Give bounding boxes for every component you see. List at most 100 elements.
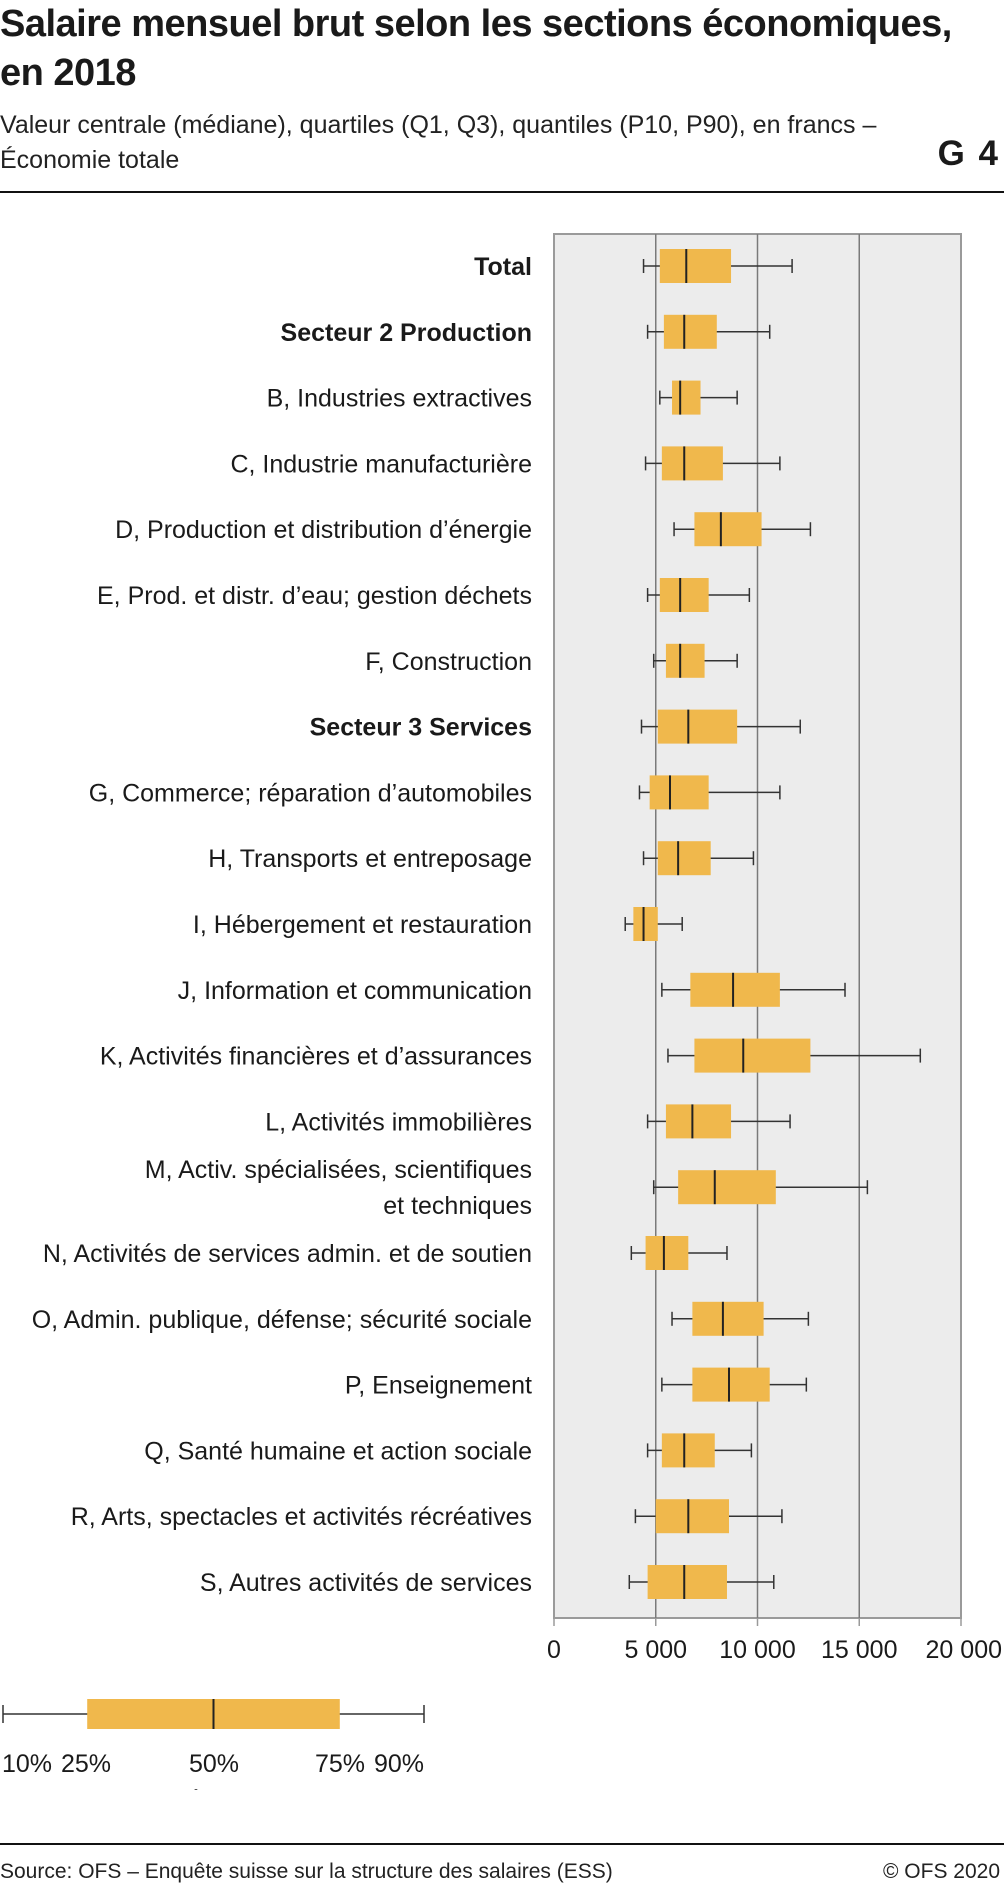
box-row: Q, Santé humaine et action sociale — [144, 1433, 753, 1468]
category-label-line: G, Commerce; réparation d’automobiles — [89, 779, 532, 807]
iqr-box — [690, 972, 780, 1007]
category-label-line: P, Enseignement — [345, 1372, 532, 1400]
category-label: P, Enseignement — [345, 1372, 532, 1400]
iqr-box — [665, 643, 705, 678]
box-row: Secteur 3 Services — [310, 709, 801, 744]
box-rows: Total Secteur 2 Production B, Industries e… — [32, 249, 922, 1599]
iqr-box — [633, 907, 658, 941]
category-label-line: et techniques — [383, 1192, 532, 1220]
category-label-line: J, Information et communication — [178, 977, 532, 1005]
chart-subtitle: Valeur centrale (médiane), quartiles (Q1… — [0, 108, 930, 178]
box-row: B, Industries extractives — [267, 380, 738, 415]
iqr-box — [649, 775, 709, 810]
category-label-line: O, Admin. publique, défense; sécurité so… — [32, 1306, 532, 1334]
box-row: C, Industrie manufacturière — [230, 446, 781, 481]
category-label: M, Activ. spécialisées, scientifiques et … — [145, 1156, 532, 1220]
category-label: R, Arts, spectacles et activités récréat… — [71, 1503, 532, 1531]
copyright: © OFS 2020 — [882, 1860, 1000, 1883]
category-label-line: Secteur 3 Services — [310, 714, 532, 742]
category-label-line: Secteur 2 Production — [281, 319, 532, 347]
x-tick-label: 10 000 — [719, 1636, 795, 1664]
box-row: L, Activités immobilières — [265, 1104, 791, 1139]
legend-percent-label: 75% — [315, 1750, 365, 1778]
legend-percent-label: 90% — [374, 1750, 424, 1778]
category-label-line: N, Activités de services admin. et de so… — [43, 1240, 532, 1268]
category-label-line: Q, Santé humaine et action sociale — [144, 1437, 532, 1465]
chart-title-line2: en 2018 — [0, 52, 136, 94]
x-tick-label: 5 000 — [624, 1636, 687, 1664]
box-row: Total — [474, 249, 793, 283]
iqr-box — [661, 1433, 715, 1468]
iqr-box — [657, 709, 738, 744]
x-tick-label: 20 000 — [926, 1636, 1002, 1664]
category-label: Total — [474, 253, 532, 281]
legend-percent-label: 50% — [189, 1750, 239, 1778]
category-label: I, Hébergement et restauration — [193, 911, 532, 939]
iqr-box — [692, 1301, 764, 1336]
legend-stat-label: Médiane — [166, 1786, 262, 1790]
category-label: O, Admin. publique, défense; sécurité so… — [32, 1306, 532, 1334]
category-label-line: K, Activités financières et d’assurances — [100, 1043, 532, 1071]
category-label: H, Transports et entreposage — [208, 845, 532, 873]
category-label: D, Production et distribution d’énergie — [115, 516, 532, 544]
category-label: Secteur 2 Production — [281, 319, 532, 347]
iqr-box — [659, 578, 709, 612]
x-tick-label: 0 — [547, 1636, 561, 1664]
category-label-line: Total — [474, 253, 532, 281]
category-label-line: E, Prod. et distr. d’eau; gestion déchet… — [97, 582, 532, 610]
legend-percent-label: 10% — [2, 1750, 52, 1778]
category-label-line: M, Activ. spécialisées, scientifiques — [145, 1156, 532, 1184]
category-label: Q, Santé humaine et action sociale — [144, 1437, 532, 1465]
category-label-line: L, Activités immobilières — [265, 1108, 532, 1136]
footer-rule — [0, 1843, 1004, 1845]
box-row: E, Prod. et distr. d’eau; gestion déchet… — [97, 578, 751, 612]
iqr-box — [657, 841, 711, 876]
legend-stat-label: P10 — [2, 1786, 46, 1790]
iqr-box — [678, 1170, 776, 1205]
chart-title-line1: Salaire mensuel brut selon les sections … — [0, 3, 952, 45]
source-note: Source: OFS – Enquête suisse sur la stru… — [0, 1860, 613, 1883]
box-row: D, Production et distribution d’énergie — [115, 512, 812, 547]
iqr-box — [694, 1038, 811, 1073]
box-row: K, Activités financières et d’assurances — [100, 1038, 922, 1073]
box-row: H, Transports et entreposage — [208, 841, 755, 876]
category-label: B, Industries extractives — [267, 385, 532, 413]
box-row: J, Information et communication — [178, 972, 846, 1007]
iqr-box — [663, 314, 717, 349]
category-label-line: F, Construction — [365, 648, 532, 676]
chart-subtitle-line1: Valeur centrale (médiane), quartiles (Q1… — [0, 111, 877, 139]
header-rule — [0, 191, 1004, 193]
category-label: E, Prod. et distr. d’eau; gestion déchet… — [97, 582, 532, 610]
box-row: R, Arts, spectacles et activités récréat… — [71, 1499, 783, 1534]
legend-stat-label: Q1 — [69, 1786, 102, 1790]
chart-title: Salaire mensuel brut selon les sections … — [0, 0, 970, 98]
iqr-box — [692, 1367, 770, 1402]
iqr-box — [645, 1236, 689, 1270]
x-tick-label: 15 000 — [821, 1636, 897, 1664]
iqr-box — [661, 446, 723, 481]
iqr-box — [655, 1499, 730, 1534]
iqr-box — [694, 512, 762, 547]
category-label-line: C, Industrie manufacturière — [230, 450, 532, 478]
category-label: C, Industrie manufacturière — [230, 450, 532, 478]
box-row: F, Construction — [365, 643, 738, 678]
legend-stat-label: P90 — [380, 1786, 424, 1790]
iqr-box — [647, 1565, 727, 1599]
category-label-line: H, Transports et entreposage — [208, 845, 532, 873]
category-label-line: R, Arts, spectacles et activités récréat… — [71, 1503, 532, 1531]
box-row: P, Enseignement — [345, 1367, 808, 1402]
category-label: N, Activités de services admin. et de so… — [43, 1240, 532, 1268]
iqr-box — [659, 249, 732, 283]
iqr-box — [672, 380, 701, 415]
legend: 10% 25% 50% 75% 90% P10 Q1 Médiane Q3 P90 — [2, 1699, 425, 1790]
box-row: N, Activités de services admin. et de so… — [43, 1236, 728, 1270]
category-label: Secteur 3 Services — [310, 714, 532, 742]
box-row: I, Hébergement et restauration — [193, 907, 683, 941]
category-label-line: D, Production et distribution d’énergie — [115, 516, 532, 544]
x-axis: 0 5 000 10 000 15 000 20 000 — [547, 1618, 1002, 1664]
chart-subtitle-line2: Économie totale — [0, 146, 180, 174]
category-label-line: B, Industries extractives — [267, 385, 532, 413]
box-row: M, Activ. spécialisées, scientifiques et … — [145, 1156, 869, 1220]
box-row: G, Commerce; réparation d’automobiles — [89, 775, 781, 810]
boxplot-chart: Total Secteur 2 Production B, Industries e… — [2, 233, 1002, 1790]
